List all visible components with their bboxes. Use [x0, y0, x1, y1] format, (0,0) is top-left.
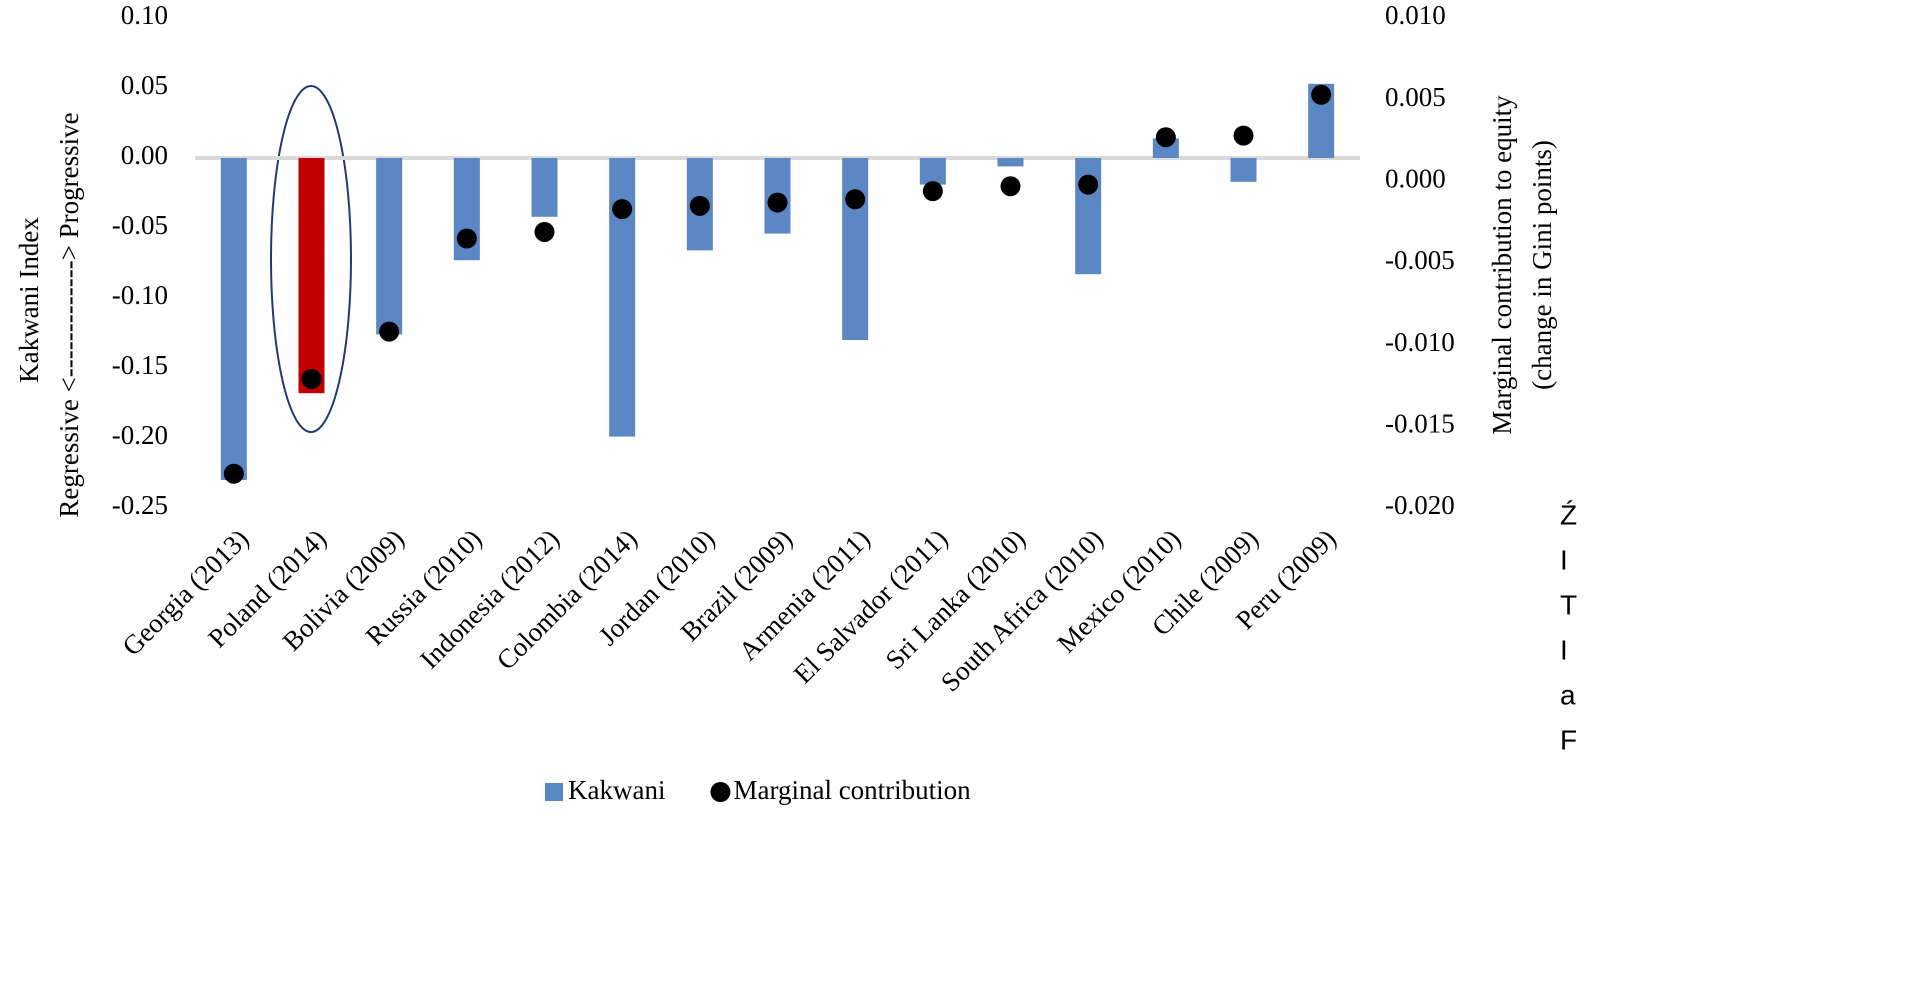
y-tick-label: -0.20 — [112, 420, 168, 450]
y2-axis-title: Marginal contribution to equity — [1487, 95, 1517, 435]
y-tick-label: -0.10 — [112, 280, 168, 310]
dot — [534, 221, 555, 242]
legend-swatch — [545, 783, 563, 801]
bar — [842, 158, 869, 340]
dot — [1233, 125, 1254, 146]
dot — [301, 368, 322, 389]
y-axis-title: Regressive <-------------> Progressive — [54, 112, 84, 517]
side-text: a — [1560, 679, 1576, 710]
bar — [376, 158, 403, 335]
dot — [456, 228, 477, 249]
y2-tick-label: -0.015 — [1385, 409, 1455, 439]
dot — [922, 181, 943, 202]
dot — [612, 199, 633, 220]
dot — [379, 321, 400, 342]
dot — [1078, 174, 1099, 195]
side-text: F — [1560, 724, 1577, 755]
dot — [1311, 84, 1332, 105]
y-axis-title: Kakwani Index — [14, 217, 44, 383]
x-tick-label: Colombia (2014) — [491, 523, 643, 675]
y-tick-label: 0.00 — [121, 140, 168, 170]
y-tick-label: -0.05 — [112, 210, 168, 240]
dot — [767, 192, 788, 213]
bar — [919, 158, 946, 185]
y2-tick-label: -0.020 — [1385, 490, 1455, 520]
dot — [689, 195, 710, 216]
y-tick-label: 0.10 — [121, 0, 168, 30]
x-tick-label: Indonesia (2012) — [414, 523, 565, 674]
y2-tick-label: -0.010 — [1385, 327, 1455, 357]
x-tick-label: Sri Lanka (2010) — [879, 523, 1031, 675]
bar — [1230, 158, 1257, 182]
y2-tick-label: 0.010 — [1385, 0, 1446, 30]
y2-tick-label: 0.000 — [1385, 164, 1446, 194]
y-tick-label: -0.15 — [112, 350, 168, 380]
side-text: I — [1560, 634, 1568, 665]
dot — [1000, 176, 1021, 197]
y-tick-label: 0.05 — [121, 70, 168, 100]
dot — [223, 463, 244, 484]
legend-swatch — [710, 782, 731, 802]
bar — [220, 158, 247, 480]
bar — [531, 158, 558, 217]
y2-tick-label: 0.005 — [1385, 82, 1446, 112]
legend-label: Marginal contribution — [733, 775, 971, 805]
dot — [845, 189, 866, 210]
dot — [1155, 127, 1176, 148]
side-text: I — [1560, 544, 1568, 575]
side-text: Ź — [1560, 499, 1577, 530]
y-tick-label: -0.25 — [112, 490, 168, 520]
side-text: T — [1560, 589, 1577, 620]
highlight-ellipse — [270, 85, 352, 433]
bar — [997, 158, 1024, 167]
legend-label: Kakwani — [568, 775, 665, 805]
y2-tick-label: -0.005 — [1385, 245, 1455, 275]
y2-axis-title: (change in Gini points) — [1527, 140, 1557, 390]
bar — [298, 158, 325, 394]
